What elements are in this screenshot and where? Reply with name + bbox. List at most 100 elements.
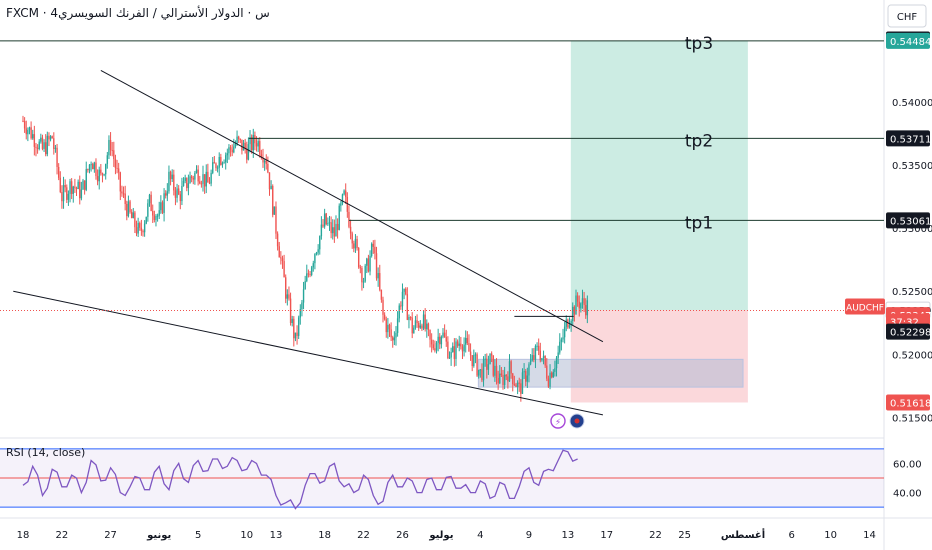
candle	[554, 360, 556, 377]
candle	[237, 135, 240, 143]
candle	[119, 171, 121, 201]
candle	[122, 186, 125, 199]
candle-body	[307, 273, 310, 275]
time-tick-label: 18	[318, 530, 331, 541]
candle-body	[275, 206, 277, 234]
candle-body	[156, 215, 159, 217]
candle-body	[54, 147, 57, 149]
candle-body	[168, 171, 170, 192]
candle-body	[246, 148, 248, 160]
candle-body	[447, 341, 449, 358]
candle-body	[374, 246, 376, 254]
trendline-1[interactable]	[100, 69, 604, 343]
candle	[231, 144, 233, 157]
loss-zone[interactable]	[570, 310, 748, 403]
candle	[380, 289, 383, 303]
candle-body	[411, 317, 413, 334]
candle	[413, 325, 415, 334]
candle	[30, 121, 32, 140]
candle-body	[270, 185, 272, 190]
candle	[533, 348, 535, 363]
candle	[296, 325, 298, 345]
candle-body	[28, 127, 31, 130]
trendline-2[interactable]	[13, 290, 604, 416]
candle	[422, 310, 425, 331]
candle-body	[119, 172, 121, 192]
candle-body	[549, 372, 551, 387]
candle	[207, 163, 209, 183]
candle-body	[299, 309, 302, 318]
candle	[495, 358, 498, 385]
candle	[490, 351, 493, 363]
candle	[452, 342, 454, 353]
candle	[482, 356, 485, 387]
candle	[67, 190, 70, 206]
candle-body	[533, 355, 535, 360]
candle-body	[189, 176, 191, 184]
candle-body	[468, 343, 470, 352]
candle-body	[187, 183, 190, 189]
candle	[228, 144, 230, 160]
candle	[513, 375, 516, 387]
level-label-tp1: tp1	[685, 213, 713, 233]
candle-body	[336, 223, 339, 230]
time-tick-label: 13	[270, 530, 283, 541]
candle-body	[229, 147, 232, 150]
candle-body	[405, 288, 407, 295]
candle-body	[366, 258, 368, 266]
candle-body	[499, 373, 501, 384]
candle	[127, 195, 130, 218]
candle	[189, 171, 191, 184]
candle-body	[426, 323, 428, 330]
candle-body	[536, 345, 538, 347]
candle-body	[369, 255, 371, 272]
candle	[520, 379, 522, 402]
candle-body	[194, 172, 196, 180]
candle-body	[406, 294, 409, 320]
candle-body	[57, 166, 60, 178]
time-tick-label: 5	[195, 530, 201, 541]
candle	[322, 219, 324, 228]
candle	[225, 152, 227, 170]
candle	[366, 257, 368, 274]
candle-body	[231, 149, 233, 153]
candle-body	[570, 320, 572, 326]
candle-body	[560, 339, 563, 342]
candle-body	[414, 320, 417, 328]
candle	[362, 277, 365, 289]
candle	[557, 345, 559, 365]
candle-body	[165, 193, 167, 196]
candle	[430, 333, 433, 353]
position-zones	[477, 40, 748, 403]
candle-body	[208, 182, 211, 184]
candle-body	[359, 267, 362, 269]
candle-body	[173, 174, 175, 191]
profit-zone[interactable]	[570, 40, 748, 311]
candle-body	[387, 324, 389, 333]
candle-body	[265, 160, 267, 164]
candle	[357, 246, 360, 269]
candle-body	[461, 346, 464, 352]
candle	[414, 315, 417, 330]
candle-body	[202, 174, 204, 184]
candle-body	[147, 203, 149, 217]
candle	[345, 183, 347, 205]
currency-button[interactable]	[887, 4, 927, 28]
candle-body	[500, 373, 503, 376]
candle-body	[583, 298, 585, 306]
candle-body	[529, 360, 532, 365]
candle	[312, 260, 314, 272]
candle-body	[474, 354, 477, 356]
candle-body	[291, 318, 293, 323]
candle-body	[476, 354, 478, 376]
candle	[432, 339, 434, 351]
earnings-event-icon[interactable]	[550, 413, 566, 429]
candle	[427, 322, 430, 337]
candle-body	[218, 156, 220, 168]
candle	[349, 219, 352, 240]
candle-body	[362, 281, 365, 283]
candle	[448, 351, 451, 359]
candle	[90, 161, 92, 172]
candle-body	[90, 164, 92, 166]
